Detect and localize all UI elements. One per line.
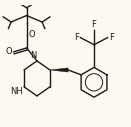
Polygon shape (50, 68, 68, 72)
Text: N: N (30, 51, 36, 60)
Text: F: F (92, 20, 96, 29)
Text: O: O (29, 30, 35, 39)
Text: O: O (6, 47, 12, 56)
Text: F: F (109, 33, 114, 42)
Text: NH: NH (10, 88, 23, 97)
Text: F: F (74, 33, 79, 42)
